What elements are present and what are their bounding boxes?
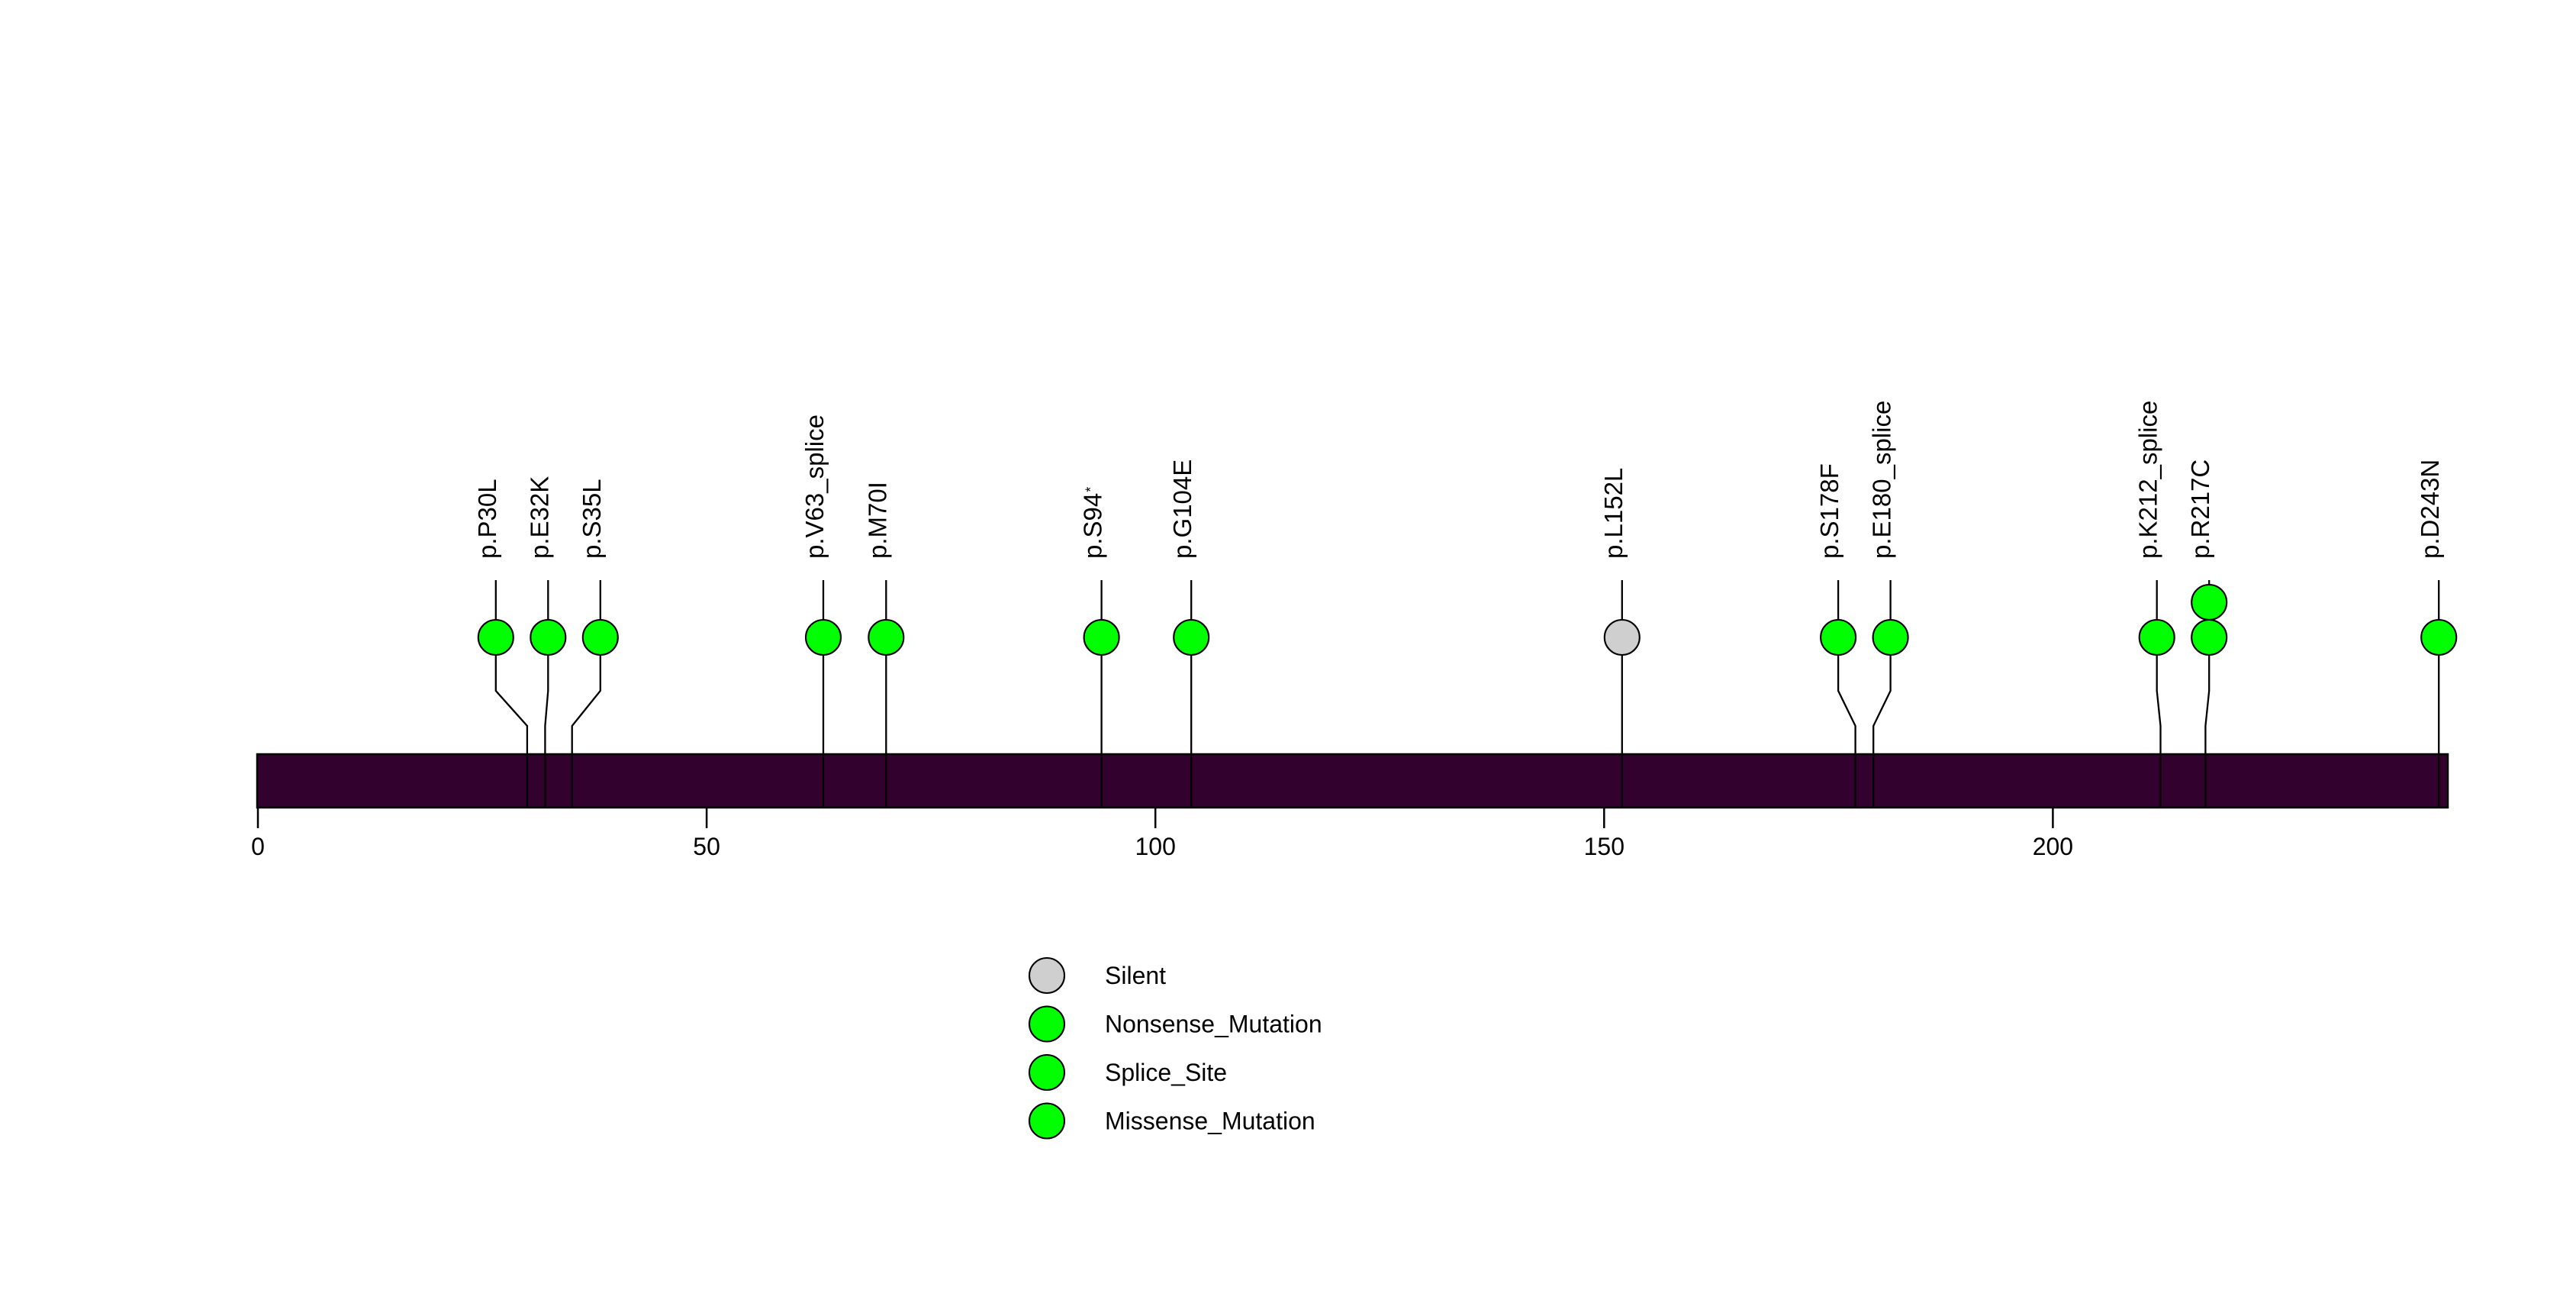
svg-text:p.P30L: p.P30L	[473, 479, 501, 559]
svg-text:p.M70I: p.M70I	[863, 482, 891, 559]
svg-text:p.S94*: p.S94*	[1079, 487, 1107, 559]
svg-text:Splice_Site: Splice_Site	[1105, 1059, 1227, 1086]
svg-text:50: 50	[693, 833, 720, 860]
svg-text:200: 200	[2033, 833, 2073, 860]
svg-text:Missense_Mutation: Missense_Mutation	[1105, 1108, 1315, 1135]
svg-text:0: 0	[251, 833, 265, 860]
svg-text:p.L152L: p.L152L	[1599, 468, 1628, 559]
svg-text:Nonsense_Mutation: Nonsense_Mutation	[1105, 1011, 1322, 1038]
svg-text:p.K212_splice: p.K212_splice	[2134, 401, 2162, 559]
svg-text:p.S178F: p.S178F	[1815, 463, 1843, 559]
svg-text:p.R217C: p.R217C	[2186, 460, 2214, 559]
svg-text:p.D243N: p.D243N	[2416, 460, 2444, 559]
svg-text:p.E180_splice: p.E180_splice	[1868, 401, 1896, 559]
svg-text:p.E32K: p.E32K	[525, 476, 553, 559]
svg-text:150: 150	[1584, 833, 1624, 860]
svg-text:p.V63_splice: p.V63_splice	[800, 414, 829, 559]
svg-text:p.G104E: p.G104E	[1168, 460, 1196, 559]
svg-text:Silent: Silent	[1105, 962, 1166, 989]
svg-text:p.S35L: p.S35L	[578, 479, 606, 559]
svg-text:100: 100	[1135, 833, 1176, 860]
